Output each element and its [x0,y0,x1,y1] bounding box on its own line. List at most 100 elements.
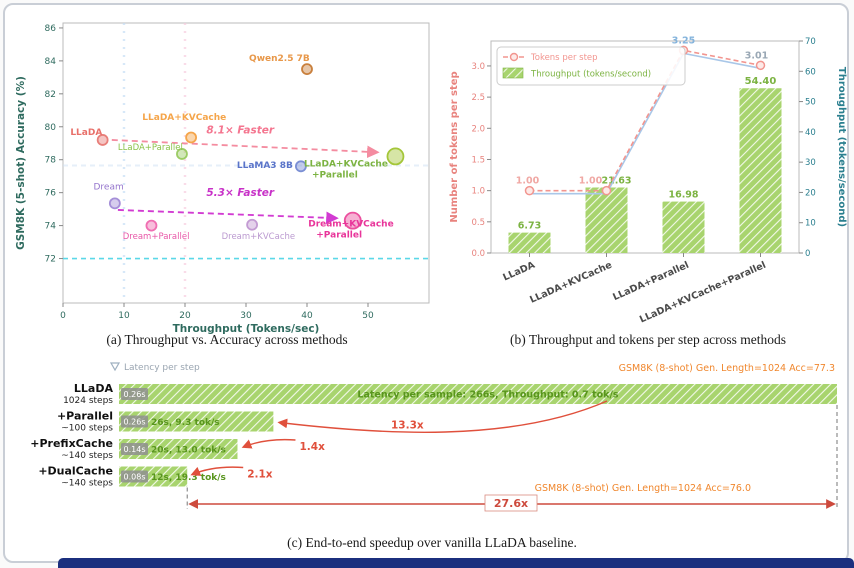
bar-llada [508,232,551,253]
point-label: Dream+KVCache [222,232,296,242]
legend-tokens-label: Tokens per step [530,53,598,63]
point-qwen2-5-7b [301,63,313,76]
background-window-edge [58,558,854,568]
point-llada-kvcache-parallel [386,147,405,166]
tokens-marker [601,185,612,196]
y-tick-label: 82 [45,90,56,100]
y-tick-label: 80 [45,123,57,133]
category-label: LLaDA [501,259,537,283]
right-tick-label: 60 [805,67,816,77]
row-label-parallel: +Parallel [57,410,113,423]
step-latency-box [121,470,148,483]
point-dream-kvcache-parallel [343,211,362,230]
tokens-value-label: 3.01 [745,50,768,61]
x-tick-label: 30 [240,311,252,321]
right-tick-label: 20 [805,188,816,198]
annotation-top: GSM8K (8-shot) Gen. Length=1024 Acc=77.3 [619,363,835,374]
point-dream-kvcache [246,218,259,231]
step-latency-box [121,415,148,428]
legend-triangle-icon [109,362,121,372]
legend-box [496,46,686,86]
point-label: LLaDA+KVCache [304,159,388,169]
point-label: LLaDA+Parallel [118,143,183,153]
annotation-5-3-faster: 5.3× Faster [206,187,274,199]
y-axis-label: GSM8K (5-shot) Accuracy (%) [15,76,27,250]
bar-metrics-text: 26s, 9.3 tok/s [151,418,220,428]
latency-bar-llada [119,384,837,404]
bar-llada-kvcache-parallel [739,88,782,253]
point-llada-kvcache [185,131,198,144]
bar-value-label: 54.40 [745,76,777,87]
speedup-arrow [117,209,339,225]
overall-speedup-label: 27.6x [494,497,528,510]
caption-panel-a: (a) Throughput vs. Accuracy across metho… [106,332,348,347]
step-latency-value: 0.26s [124,390,146,399]
left-tick-label: 3.0 [471,62,485,72]
row-label-dualcache: +DualCache [38,465,113,478]
row-sublabel: 1024 steps [63,396,113,406]
speedup-label-1-4x: 1.4x [299,441,325,453]
tokens-value-label: 3.25 [672,35,695,46]
left-tick-label: 0.0 [471,249,485,259]
bar-metrics-text: 20s, 13.0 tok/s [151,446,226,456]
step-latency-box [121,443,148,455]
x-axis-label: Throughput (Tokens/sec) [173,323,320,335]
point-llada-parallel [176,148,188,160]
row-label-llada: LLaDA [74,382,114,395]
bar-llada-parallel [662,201,705,253]
right-tick-label: 10 [805,219,816,229]
x-tick-label: 40 [301,311,313,321]
x-tick-label: 0 [60,311,66,321]
bar-value-label: 16.98 [668,190,698,201]
step-latency-box [121,388,148,400]
speedup-arrow-dualcache [190,466,244,476]
x-tick-label: 50 [362,311,374,321]
bar-llada-kvcache [585,187,628,253]
point-label: +Parallel [316,230,362,240]
panel-a-scatter-chart: 0 10 20 30 40 50 72 74 76 78 80 82 84 86 Throughput (T… [15,22,430,335]
speedup-label-2-1x: 2.1x [247,469,273,481]
left-tick-label: 0.5 [471,218,485,228]
right-tick-label: 70 [805,37,816,47]
x-tick-label: 10 [118,311,130,321]
point-dream-parallel [145,219,158,232]
point-label: Qwen2.5 7B [249,54,310,64]
latency-bar-prefixcache [119,439,238,459]
point-label: LLaDA [70,128,102,138]
point-llama3-8b [294,160,307,173]
y-tick-label: 72 [45,255,56,265]
speedup-arrow-parallel [277,400,608,433]
bar-metrics-text: Latency per sample: 266s, Throughput: 0.… [357,390,619,401]
left-tick-label: 2.0 [471,124,485,134]
point-label: LLaMA3 8B [237,161,293,171]
point-dream [108,197,121,210]
bar-metrics-text: 12s, 19.3 tok/s [151,473,226,483]
bar-value-label: 21.63 [601,175,631,186]
x-tick-label: 20 [179,311,191,321]
y-tick-label: 84 [45,57,57,67]
tokens-line [529,49,761,192]
legend-latency-per-step: Latency per step [124,363,200,373]
row-sublabel: ~100 steps [61,424,113,434]
step-latency-value: 0.14s [124,445,146,454]
annotation-bottom: GSM8K (8-shot) Gen. Length=1024 Acc=76.0 [535,483,751,494]
y-tick-label: 74 [45,222,57,232]
right-tick-label: 40 [805,128,816,138]
y-tick-label: 78 [45,156,57,166]
caption-panel-b: (b) Throughput and tokens per step acros… [509,332,787,347]
left-tick-label: 2.5 [471,93,485,103]
category-label: LLaDA+KVCache+Parallel [638,260,768,326]
bar-value-label: 6.73 [518,221,541,232]
step-latency-value: 0.08s [124,473,146,482]
point-llada [96,134,109,146]
row-label-prefixcache: +PrefixCache [30,437,113,450]
speedup-arrow [111,139,380,159]
tokens-line-shadow [529,52,761,195]
panel-c-speedup-chart: Latency per step GSM8K (8-shot) Gen. Leng… [30,362,838,512]
tokens-marker [524,185,535,196]
tokens-value-label: 1.00 [579,176,603,187]
right-tick-label: 0 [805,249,810,259]
tokens-marker [755,60,766,71]
left-axis-label: Number of tokens per step [449,71,460,222]
